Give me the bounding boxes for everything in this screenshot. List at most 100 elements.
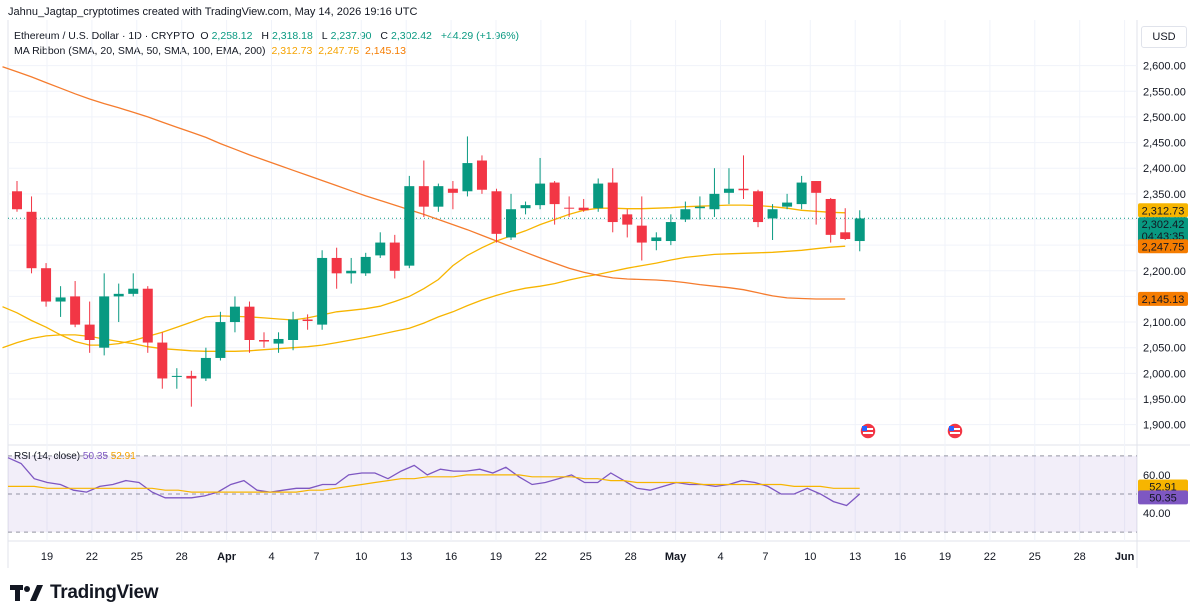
candle	[593, 178, 604, 212]
ohlc-high: H 2,318.18	[261, 30, 313, 42]
candle	[317, 250, 328, 330]
candle-body	[578, 207, 589, 211]
candle	[753, 189, 764, 228]
time-tick-label: 16	[445, 551, 457, 563]
candle	[142, 286, 153, 353]
ma-ribbon-legend: MA Ribbon (SMA, 20, SMA, 50, SMA, 100, E…	[14, 45, 409, 57]
us-flag-event-icon[interactable]	[946, 422, 964, 440]
time-tick-label: Jun	[1115, 551, 1135, 563]
candle-body	[651, 237, 662, 242]
candle	[302, 314, 313, 330]
candle-body	[389, 242, 400, 271]
candle-body	[26, 211, 37, 269]
candle	[709, 168, 720, 217]
time-tick-label: 13	[400, 551, 412, 563]
candle	[55, 286, 66, 317]
candle-body	[128, 288, 139, 294]
candle-body	[447, 188, 458, 193]
candle	[476, 155, 487, 194]
rsi-line	[7, 457, 861, 507]
candle	[767, 204, 778, 240]
time-tick-label: 25	[580, 551, 592, 563]
candle-body	[593, 183, 604, 209]
symbol-name[interactable]: Ethereum / U.S. Dollar · 1D · CRYPTO	[14, 30, 195, 42]
time-tick-label: May	[665, 551, 687, 563]
time-tick-label: 10	[804, 551, 816, 563]
candle	[651, 232, 662, 251]
candle	[825, 197, 836, 243]
candle-body	[244, 306, 255, 340]
time-tick-label: 25	[131, 551, 143, 563]
candle	[433, 183, 444, 212]
price-tick-label: 2,050.00	[1143, 343, 1186, 355]
candle-body	[171, 375, 182, 377]
rsi-label-box	[1138, 490, 1188, 505]
candle-body	[709, 193, 720, 210]
candle	[549, 181, 560, 225]
candle-body	[491, 191, 502, 234]
ma-ribbon-name[interactable]: MA Ribbon (SMA, 20, SMA, 50, SMA, 100, E…	[14, 45, 266, 57]
price-label-text: 2,312.73	[1142, 205, 1185, 217]
candle-body	[665, 222, 676, 242]
candle-body	[331, 257, 342, 274]
candle	[491, 188, 502, 243]
candle	[229, 296, 240, 333]
candle	[273, 332, 284, 353]
price-label: 2,312.73	[1138, 203, 1188, 218]
candle-body	[607, 182, 618, 223]
candle-body	[99, 296, 110, 348]
candle	[564, 196, 575, 217]
rsi-ma-line	[8, 474, 860, 493]
candle-body	[840, 232, 851, 239]
candle-body	[200, 357, 211, 379]
price-tick-label: 2,100.00	[1143, 317, 1186, 329]
candle-body	[302, 319, 313, 322]
symbol-legend: Ethereum / U.S. Dollar · 1D · CRYPTO O 2,…	[14, 30, 522, 42]
candle-body	[506, 209, 517, 238]
price-label-text: 2,247.75	[1142, 241, 1185, 253]
candle-body	[549, 182, 560, 205]
candle-body	[418, 186, 429, 207]
candle-body	[564, 207, 575, 209]
candle	[200, 347, 211, 382]
price-label-box	[1138, 203, 1188, 218]
candle-body	[622, 214, 633, 225]
price-tick-label: 2,200.00	[1143, 266, 1186, 278]
us-flag-event-icon[interactable]	[859, 422, 877, 440]
candle	[418, 160, 429, 217]
candle	[506, 193, 517, 240]
time-tick-label: 4	[268, 551, 274, 563]
candle-body	[215, 322, 226, 358]
rsi-band	[8, 455, 1137, 533]
currency-button[interactable]: USD	[1141, 26, 1187, 48]
candle-body	[273, 338, 284, 344]
rsi-name[interactable]: RSI (14, close)	[14, 451, 81, 462]
candle-body	[738, 188, 749, 191]
ohlc-open: O 2,258.12	[200, 30, 253, 42]
candle	[288, 311, 299, 351]
candle-body	[825, 198, 836, 235]
candle	[244, 301, 255, 353]
time-tick-label: 19	[939, 551, 951, 563]
candle	[215, 311, 226, 361]
candle	[128, 273, 139, 297]
candle	[796, 175, 807, 210]
ma-ribbon-value-1: 2,312.73	[271, 45, 313, 57]
ma-line-sma-50	[2, 245, 846, 352]
candle	[186, 370, 197, 407]
candle	[738, 155, 749, 199]
candle-body	[70, 296, 81, 325]
time-tick-label: 19	[41, 551, 53, 563]
candle	[622, 209, 633, 238]
time-tick-label: 22	[86, 551, 98, 563]
chart-credit: Jahnu_Jagtap_cryptotimes created with Tr…	[8, 6, 418, 18]
candle	[331, 247, 342, 289]
candle-body	[476, 160, 487, 190]
candle	[680, 201, 691, 223]
tradingview-logo[interactable]: TradingView	[10, 580, 159, 606]
candle-body	[142, 288, 153, 343]
candle	[70, 281, 81, 328]
candle-body	[723, 188, 734, 193]
candle-body	[317, 257, 328, 325]
